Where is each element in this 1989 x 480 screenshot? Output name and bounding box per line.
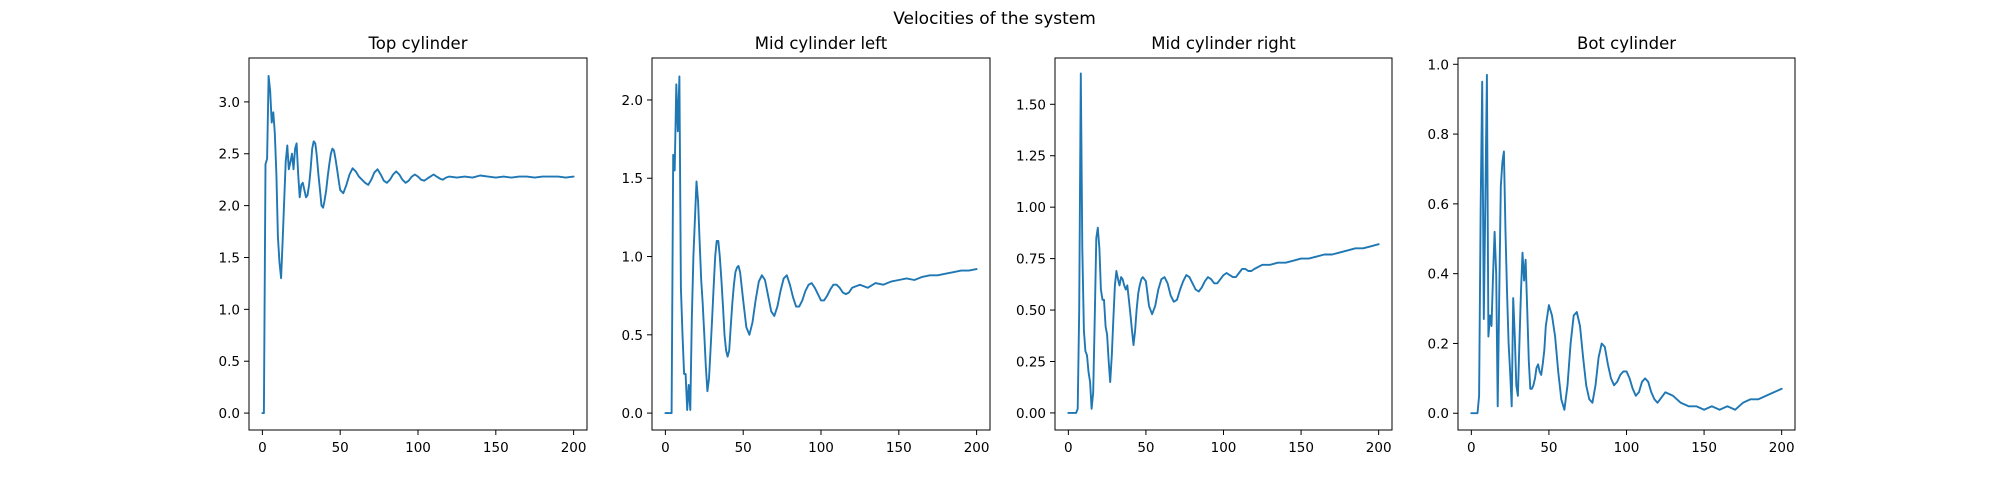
y-tick-label: 0.0 (622, 406, 643, 422)
y-tick-label: 0.6 (1428, 197, 1449, 213)
x-tick-label: 150 (1691, 440, 1717, 456)
axes-frame (248, 57, 588, 431)
y-tick-label: 0.0 (219, 406, 240, 422)
x-tick-label: 50 (1137, 440, 1154, 456)
subplot-grid: Top cylinder 0 50 100 150 200 0.0 0.5 1.0 1.5 2.0 2… (219, 34, 1796, 456)
y-tick-label: 0.8 (1428, 127, 1449, 143)
figure-title: Velocities of the system (893, 9, 1096, 29)
x-tick-label: 0 (661, 440, 670, 456)
axes-frame (1457, 57, 1796, 431)
subplot-title: Mid cylinder left (755, 34, 888, 53)
x-tick-label: 100 (1614, 440, 1640, 456)
x-tick-label: 200 (1769, 440, 1795, 456)
y-tick-label: 2.0 (622, 93, 643, 109)
x-tick-label: 50 (332, 440, 349, 456)
y-tick-label: 2.0 (219, 199, 240, 215)
y-tick-label: 1.0 (1428, 57, 1449, 73)
y-tick-label: 1.5 (219, 250, 240, 266)
y-tick-label: 1.50 (1016, 97, 1046, 113)
velocity-series-line (1470, 73, 1783, 415)
y-tick-label: 0.5 (219, 354, 240, 370)
axes-frame (1054, 57, 1393, 431)
y-tick-label: 1.25 (1016, 149, 1046, 165)
y-tick-label: 1.5 (622, 171, 643, 187)
x-tick-label: 0 (1064, 440, 1073, 456)
y-tick-label: 0.75 (1016, 252, 1046, 268)
subplot-1: Top cylinder 0 50 100 150 200 0.0 0.5 1.0 1.5 2.0 2… (219, 34, 588, 456)
y-tick-label: 0.2 (1428, 336, 1449, 352)
x-tick-label: 0 (258, 440, 267, 456)
x-tick-label: 100 (1211, 440, 1237, 456)
subplot-2: Mid cylinder left 0 50 100 150 200 0.0 0.5 1.0 1.… (622, 34, 991, 456)
subplot-4: Bot cylinder 0 50 100 150 200 0.0 0.2 0.4 0.6 0.8 1… (1428, 34, 1796, 456)
velocity-series-line (1067, 72, 1380, 414)
y-tick-label: 1.0 (219, 302, 240, 318)
y-tick-label: 0.5 (622, 328, 643, 344)
y-tick-label: 0.25 (1016, 354, 1046, 370)
x-tick-label: 200 (1366, 440, 1392, 456)
x-tick-label: 150 (483, 440, 509, 456)
subplot-3: Mid cylinder right 0 50 100 150 200 0.00 0.25 0.… (1016, 34, 1393, 456)
y-tick-label: 1.0 (622, 250, 643, 266)
x-tick-label: 50 (1540, 440, 1557, 456)
velocity-series-line (664, 75, 978, 415)
x-tick-label: 150 (886, 440, 912, 456)
y-tick-label: 1.00 (1016, 200, 1046, 216)
x-tick-label: 150 (1288, 440, 1314, 456)
y-tick-label: 0.00 (1016, 406, 1046, 422)
axes-frame (651, 57, 991, 431)
x-tick-label: 100 (808, 440, 834, 456)
x-tick-label: 200 (561, 440, 587, 456)
y-tick-label: 2.5 (219, 147, 240, 163)
y-tick-label: 3.0 (219, 95, 240, 111)
x-tick-label: 100 (405, 440, 431, 456)
x-tick-label: 200 (964, 440, 990, 456)
y-tick-label: 0.0 (1428, 406, 1449, 422)
y-tick-label: 0.50 (1016, 303, 1046, 319)
y-tick-label: 0.4 (1428, 267, 1449, 283)
x-tick-label: 50 (735, 440, 752, 456)
x-tick-label: 0 (1467, 440, 1476, 456)
subplot-title: Bot cylinder (1577, 34, 1676, 53)
subplot-title: Top cylinder (368, 34, 468, 53)
subplot-title: Mid cylinder right (1151, 34, 1296, 53)
velocity-series-line (261, 74, 575, 415)
